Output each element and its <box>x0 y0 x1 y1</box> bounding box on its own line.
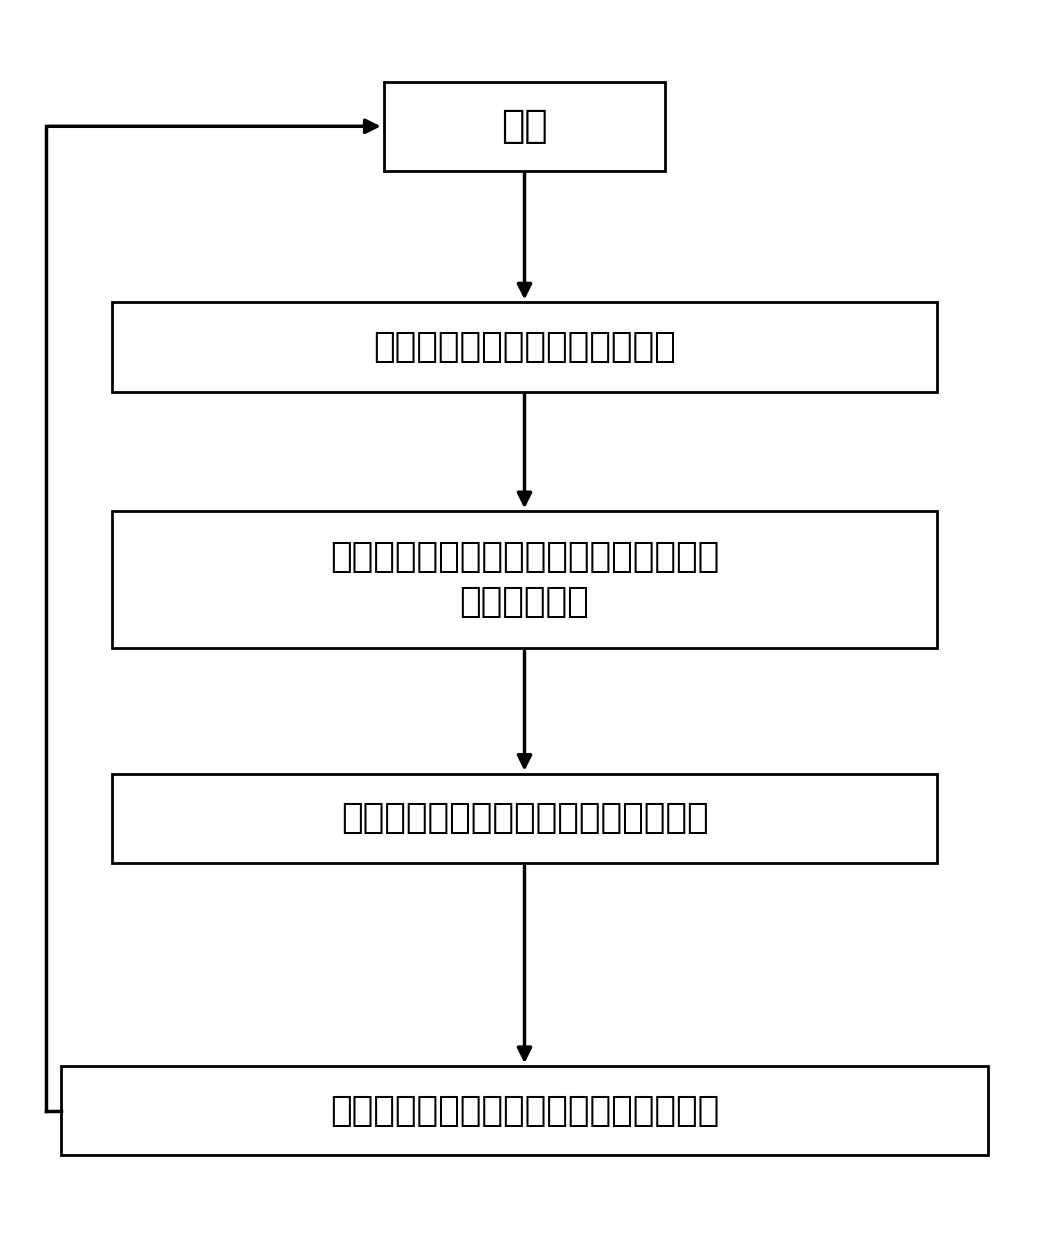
Bar <box>111 302 938 392</box>
Text: 对调度系统资源进行抽象和管理: 对调度系统资源进行抽象和管理 <box>373 331 676 364</box>
Text: 开始: 开始 <box>501 107 548 145</box>
Text: 基于对等通信网络的异常处理和局部调度: 基于对等通信网络的异常处理和局部调度 <box>329 1094 720 1127</box>
Bar <box>111 511 938 649</box>
Text: 基于动态计算和停止点分发的全局调度: 基于动态计算和停止点分发的全局调度 <box>341 802 708 835</box>
Bar <box>384 82 665 172</box>
Bar <box>111 773 938 863</box>
Bar <box>61 1066 988 1156</box>
Text: 基于优先级策略对任务与机器人配对，进
行路径预规划: 基于优先级策略对任务与机器人配对，进 行路径预规划 <box>329 541 720 619</box>
